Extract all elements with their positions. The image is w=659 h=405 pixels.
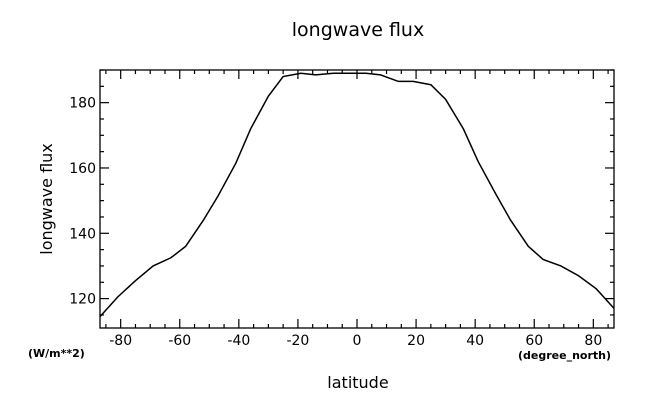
x-tick-label: -60 (168, 333, 191, 349)
x-tick-label: 80 (584, 333, 602, 349)
y-tick-label: 160 (69, 161, 96, 177)
series-line (99, 72, 615, 318)
y-tick-label: 180 (69, 96, 96, 112)
plot-frame (99, 69, 615, 329)
y-tick-label: 120 (69, 292, 96, 308)
y-axis-label: longwave flux (37, 143, 56, 255)
x-tick-label: 60 (525, 333, 543, 349)
x-tick-label: -20 (286, 333, 309, 349)
ticks-layer (100, 69, 614, 328)
labels-layer: -80 -60 -40 -20 0 20 40 60 80 120 140 160 180 (69, 96, 602, 349)
x-tick-label: 0 (353, 333, 362, 349)
y-tick-label: 140 (69, 226, 96, 242)
x-tick-label: -40 (227, 333, 250, 349)
y-units-label: (W/m**2) (28, 347, 85, 360)
x-tick-label: 40 (466, 333, 484, 349)
x-tick-label: -80 (109, 333, 132, 349)
x-axis-label: latitude (327, 373, 388, 392)
chart-title: longwave flux (292, 19, 424, 41)
x-units-label: (degree_north) (518, 349, 611, 362)
x-tick-label: 20 (407, 333, 425, 349)
